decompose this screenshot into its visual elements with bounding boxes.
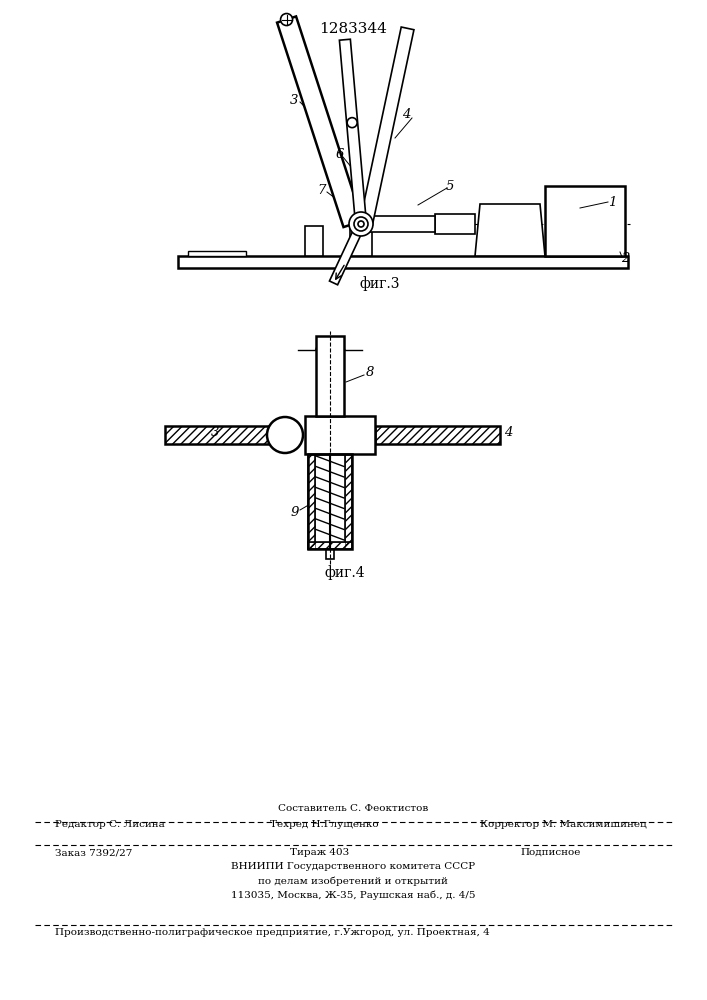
Text: по делам изобретений и открытий: по делам изобретений и открытий	[258, 876, 448, 886]
Bar	[345, 454, 352, 549]
Circle shape	[281, 14, 293, 26]
Text: Тираж 403: Тираж 403	[291, 848, 350, 857]
Text: 7: 7	[318, 184, 326, 196]
Bar	[305, 416, 375, 454]
Text: Заказ 7392/27: Заказ 7392/27	[55, 848, 132, 857]
Text: 2: 2	[621, 251, 629, 264]
Text: 8: 8	[366, 365, 374, 378]
Text: ВНИИПИ Государственного комитета СССР: ВНИИПИ Государственного комитета СССР	[231, 862, 475, 871]
Text: 3: 3	[211, 426, 219, 438]
Text: 1283344: 1283344	[319, 22, 387, 36]
Circle shape	[358, 221, 364, 227]
Text: 9: 9	[291, 506, 299, 518]
Bar	[165, 426, 285, 444]
Text: 3: 3	[290, 94, 298, 106]
Text: Производственно-полиграфическое предприятие, г.Ужгород, ул. Проектная, 4: Производственно-полиграфическое предприя…	[55, 928, 490, 937]
Bar	[308, 542, 352, 549]
Bar	[308, 454, 315, 549]
Bar	[305, 226, 323, 256]
Bar	[316, 336, 344, 416]
Bar	[178, 256, 628, 268]
Text: 113035, Москва, Ж-35, Раушская наб., д. 4/5: 113035, Москва, Ж-35, Раушская наб., д. …	[230, 890, 475, 900]
Text: 4: 4	[402, 108, 410, 121]
Circle shape	[347, 118, 357, 128]
Text: 5: 5	[446, 180, 454, 194]
Bar	[368, 216, 435, 232]
Text: Редактор С. Лисина: Редактор С. Лисина	[55, 820, 165, 829]
Polygon shape	[277, 16, 363, 227]
Polygon shape	[329, 222, 365, 285]
Text: 6: 6	[336, 148, 344, 161]
Bar	[345, 454, 352, 549]
Text: Подписное: Подписное	[520, 848, 580, 857]
Circle shape	[354, 217, 368, 231]
Bar	[308, 454, 315, 549]
Bar	[165, 426, 285, 444]
Text: фиг.4: фиг.4	[325, 565, 366, 580]
Circle shape	[267, 417, 303, 453]
Bar	[308, 542, 352, 549]
Bar	[326, 549, 334, 559]
Bar	[308, 454, 352, 549]
Bar	[545, 186, 625, 256]
Text: фиг.3: фиг.3	[360, 276, 400, 291]
Bar	[188, 251, 246, 256]
Bar	[350, 221, 372, 256]
Bar	[435, 214, 475, 234]
Text: 1: 1	[608, 196, 617, 209]
Text: 4: 4	[504, 426, 512, 438]
Polygon shape	[475, 204, 545, 256]
Bar	[375, 426, 500, 444]
Text: Техред Н.Глущенко: Техред Н.Глущенко	[270, 820, 379, 829]
Text: Составитель С. Феоктистов: Составитель С. Феоктистов	[278, 804, 428, 813]
Text: A - A: A - A	[313, 340, 346, 354]
Polygon shape	[339, 39, 366, 224]
Text: Корректор М. Максимишинец: Корректор М. Максимишинец	[480, 820, 647, 829]
Polygon shape	[360, 27, 414, 225]
Circle shape	[349, 212, 373, 236]
Bar	[375, 426, 500, 444]
